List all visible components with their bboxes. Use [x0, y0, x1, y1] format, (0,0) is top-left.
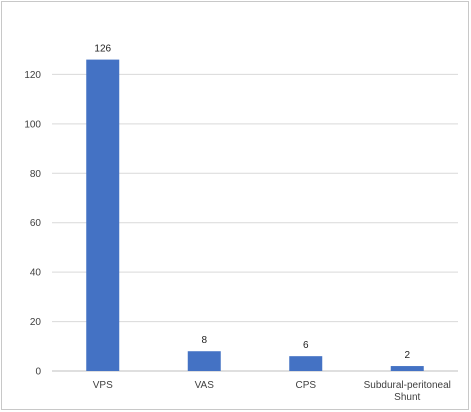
data-label: 126 — [94, 44, 111, 55]
y-tick-label: 100 — [24, 119, 41, 130]
y-tick-label: 120 — [24, 70, 41, 81]
x-category-label: CPS — [295, 380, 316, 391]
y-tick-label: 0 — [35, 367, 41, 378]
x-category-label: VAS — [195, 380, 215, 391]
y-axis: 0 20 40 60 80 100 120 — [24, 70, 458, 378]
data-label: 8 — [201, 335, 207, 346]
x-axis: VPS VAS CPS Subdural-peritoneal Shunt — [93, 380, 451, 403]
y-tick-label: 80 — [30, 169, 42, 180]
bar-vas — [187, 351, 221, 371]
y-tick-label: 40 — [30, 268, 42, 279]
y-tick-label: 60 — [30, 218, 42, 229]
x-category-label-line: VPS — [93, 380, 113, 391]
x-category-label-line: Shunt — [394, 392, 420, 403]
bar-subdural-peritoneal-shunt — [390, 366, 424, 371]
data-label: 2 — [404, 350, 410, 361]
y-tick-label: 20 — [30, 317, 42, 328]
bars — [86, 59, 424, 371]
x-category-label-line: VAS — [195, 380, 215, 391]
bar-cps — [289, 356, 323, 371]
data-label: 6 — [303, 340, 309, 351]
x-category-label-line: Subdural-peritoneal — [364, 380, 451, 391]
data-labels: 126 8 6 2 — [94, 44, 410, 361]
x-category-label: Subdural-peritoneal Shunt — [364, 380, 451, 403]
gridlines — [52, 73, 458, 323]
bar-vps — [86, 59, 120, 371]
x-category-label: VPS — [93, 380, 113, 391]
x-category-label-line: CPS — [295, 380, 316, 391]
